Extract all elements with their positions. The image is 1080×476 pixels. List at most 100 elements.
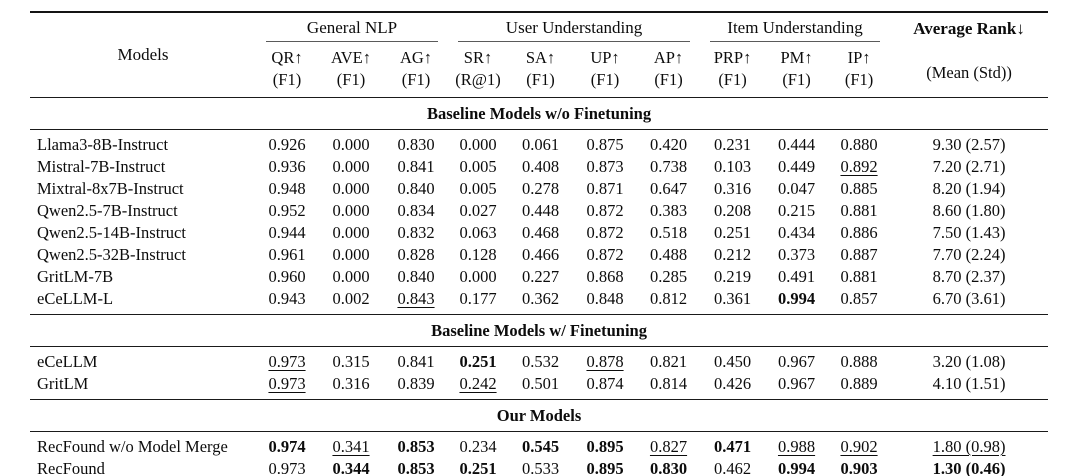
metric-value-cell: 0.000 [448,130,508,157]
metric-value-cell: 3.20 (1.08) [890,347,1048,374]
metric-value-cell: 0.362 [508,288,573,315]
table-row: Qwen2.5-32B-Instruct 0.961 0.000 0.828 0.128… [30,244,1048,266]
metric-value-cell: 0.936 [256,156,318,178]
metric-value-cell: 0.408 [508,156,573,178]
metric-value-cell: 0.830 [637,458,700,476]
metric-value-cell: 0.874 [573,373,637,400]
metric-value: 0.471 [713,437,752,456]
metric-value-cell: 0.875 [573,130,637,157]
metric-value: 0.005 [459,157,497,176]
section-title: Baseline Models w/o Finetuning [30,97,1049,130]
metric-value-cell: 0.961 [256,244,318,266]
average-rank-label: Average Rank↓ [913,19,1025,38]
metric-value-cell: 0.892 [828,156,890,178]
col-header-pm: PM↑ [780,48,813,67]
metric-value-cell: 0.005 [448,178,508,200]
metric-value-cell: 0.501 [508,373,573,400]
metric-value: 0.420 [649,135,688,154]
table-row: Qwen2.5-14B-Instruct 0.944 0.000 0.832 0.063… [30,222,1048,244]
metric-value: 0.647 [649,179,688,198]
group-label-general-nlp: General NLP [266,13,439,42]
metric-value: 0.242 [459,374,497,393]
metric-value: 0.000 [459,267,497,286]
model-name-cell: eCeLLM [37,352,98,371]
metric-value: 0.881 [840,267,878,286]
metric-value: 0.362 [521,289,560,308]
metric-value: 0.344 [332,459,370,476]
metric-value: 0.895 [586,459,624,476]
metric-value: 4.10 (1.51) [932,374,1006,393]
metric-value: 0.285 [649,267,688,286]
metric-value: 0.518 [649,223,688,242]
metric-value: 8.60 (1.80) [932,201,1006,220]
metric-value-cell: 0.886 [828,222,890,244]
metric-value: 0.878 [586,352,624,371]
metric-value: 0.973 [268,374,306,393]
col-header-ap: AP↑ [653,48,684,67]
metric-value-cell: 0.251 [700,222,765,244]
metric-value: 0.251 [459,459,497,476]
metric-value: 0.885 [840,179,878,198]
average-rank-measure: (Mean (Std)) [926,63,1012,82]
table-row: Mistral-7B-Instruct 0.936 0.000 0.841 0.005 0… [30,156,1048,178]
metric-value: 8.70 (2.37) [932,267,1006,286]
col-header-sr: SR↑ [463,48,493,67]
metric-value: 0.000 [332,135,370,154]
metric-value: 0.841 [397,352,435,371]
metric-value: 0.316 [332,374,370,393]
metric-value: 0.251 [713,223,752,242]
metric-value-cell: 0.462 [700,458,765,476]
metric-value: 0.361 [713,289,752,308]
metric-value-cell: 0.219 [700,266,765,288]
metric-value-cell: 0.944 [256,222,318,244]
metric-value-cell: 0.426 [700,373,765,400]
metric-value: 0.005 [459,179,497,198]
metric-value: 0.872 [586,201,624,220]
metric-value-cell: 0.361 [700,288,765,315]
metric-value: 0.895 [586,437,624,456]
section-header-row: Our Models [30,399,1049,432]
metric-value-cell: 0.873 [573,156,637,178]
metric-value: 0.738 [649,157,688,176]
metric-value: 3.20 (1.08) [932,352,1006,371]
metric-value-cell: 0.973 [256,373,318,400]
metric-value-cell: 0.889 [828,373,890,400]
metric-value: 0.444 [777,135,816,154]
metric-value: 0.812 [649,289,688,308]
metric-value: 0.002 [332,289,370,308]
metric-value-cell: 0.468 [508,222,573,244]
metric-value-cell: 0.974 [256,432,318,459]
metric-value-cell: 8.60 (1.80) [890,200,1048,222]
metric-value-cell: 0.449 [765,156,828,178]
metric-value-cell: 0.316 [318,373,384,400]
metric-value-cell: 0.285 [637,266,700,288]
metric-value: 0.843 [397,289,435,308]
metric-value: 0.881 [840,201,878,220]
metric-value-cell: 0.952 [256,200,318,222]
metric-value: 0.227 [521,267,560,286]
metric-value: 0.828 [397,245,435,264]
metric-value: 0.027 [459,201,497,220]
col-header-sa: SA↑ [525,48,556,67]
metric-value-cell: 0.853 [384,432,448,459]
metric-value: 0.000 [332,179,370,198]
col-measure-ag: (F1) [401,70,431,89]
metric-value: 0.316 [713,179,752,198]
group-label-item-understanding: Item Understanding [710,13,881,42]
group-header-item-understanding: Item Understanding [700,12,890,42]
metric-value: 0.936 [268,157,306,176]
metric-value: 0.219 [713,267,752,286]
metric-value: 0.903 [840,459,878,476]
metric-value-cell: 0.943 [256,288,318,315]
metric-value-cell: 0.420 [637,130,700,157]
metric-value-cell: 0.834 [384,200,448,222]
metric-value: 0.000 [332,245,370,264]
metric-value-cell: 0.973 [256,347,318,374]
metric-value-cell: 0.853 [384,458,448,476]
metric-value-cell: 8.20 (1.94) [890,178,1048,200]
col-measure-pm: (F1) [782,70,811,89]
metric-value-cell: 0.000 [318,222,384,244]
metric-value: 0.944 [268,223,306,242]
metric-value-cell: 0.841 [384,156,448,178]
group-header-general-nlp: General NLP [256,12,448,42]
